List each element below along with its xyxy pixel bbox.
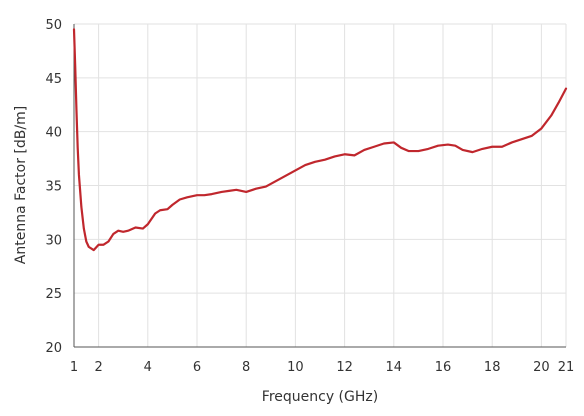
x-tick-label: 18 [484, 360, 501, 375]
series-layer [72, 28, 568, 252]
x-tick-label: 10 [287, 360, 304, 375]
y-axis-title: Antenna Factor [dB/m] [13, 106, 29, 264]
x-tick-label: 16 [435, 360, 452, 375]
x-tick-label: 20 [533, 360, 550, 375]
y-tick-label: 25 [45, 287, 62, 302]
grid [74, 23, 567, 347]
x-tick-label: 21 [558, 360, 575, 375]
x-axis-title: Frequency (GHz) [262, 389, 378, 405]
x-tick-label: 4 [144, 360, 152, 375]
x-tick-label: 14 [386, 360, 403, 375]
y-tick-label: 40 [45, 126, 62, 141]
series-line [72, 28, 568, 252]
x-tick-label: 6 [193, 360, 201, 375]
y-tick-label: 50 [45, 18, 62, 33]
axes [73, 24, 566, 348]
x-tick-label: 1 [70, 360, 78, 375]
x-tick-label: 12 [336, 360, 353, 375]
y-tick-label: 30 [45, 233, 62, 248]
x-tick-label: 2 [94, 360, 102, 375]
x-tick-label: 8 [242, 360, 250, 375]
y-tick-label: 20 [45, 341, 62, 356]
y-tick-label: 35 [45, 180, 62, 195]
y-tick-label: 45 [45, 72, 62, 87]
